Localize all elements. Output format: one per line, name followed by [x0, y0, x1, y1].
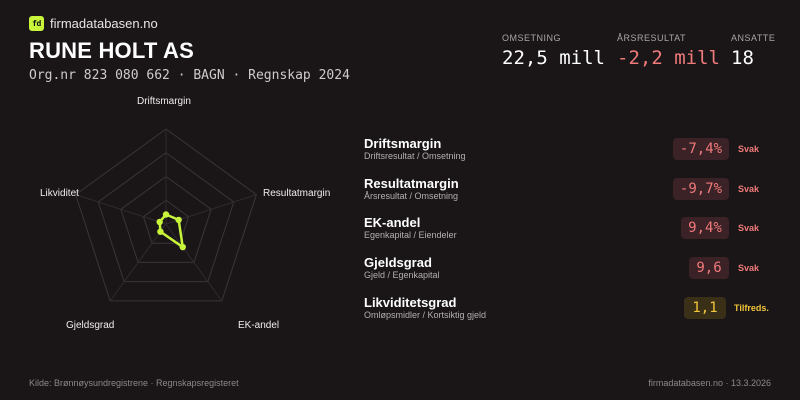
radar-label-resultatmargin: Resultatmargin [263, 188, 331, 199]
radar-grid-ring [97, 152, 235, 283]
radar-label-gjeldsgrad: Gjeldsgrad [66, 320, 115, 331]
metric-status: Svak [738, 263, 760, 273]
radar-points [156, 211, 186, 251]
footer-source: Kilde: Brønnøysundregistrene · Regnskaps… [29, 378, 239, 388]
metric-status: Svak [738, 144, 760, 154]
kpi-result-value: -2,2 mill [617, 47, 720, 69]
footer-site-date: firmadatabasen.no · 13.3.2026 [648, 378, 771, 388]
metric-status: Svak [738, 223, 760, 233]
kpi-revenue-value: 22,5 mill [502, 47, 605, 69]
metric-value-badge: 1,1 [684, 297, 726, 319]
metric-subtitle: Omløpsmidler / Kortsiktig gjeld [364, 310, 487, 320]
radar-axis-line [75, 194, 167, 225]
metric-value-badge: 9,6 [689, 257, 729, 279]
radar-label-ek-andel: EK-andel [238, 320, 280, 331]
kpi-revenue-label: OMSETNING [502, 33, 562, 43]
company-name: RUNE HOLT AS [29, 38, 194, 63]
radar-label-driftsmargin: Driftsmargin [137, 96, 191, 107]
kpi-result-label: ÅRSRESULTAT [617, 33, 687, 43]
kpi-employees-value: 18 [731, 47, 754, 69]
radar-axis-line [165, 223, 223, 302]
radar-axis-line [109, 223, 167, 302]
metric-subtitle: Gjeld / Egenkapital [364, 270, 440, 280]
radar-label-likviditet: Likviditet [40, 188, 79, 199]
metric-value-badge: -9,7% [673, 178, 729, 200]
metric-title: EK-andel [364, 215, 421, 230]
metric-title: Driftsmargin [364, 136, 442, 151]
metric-title: Likviditetsgrad [364, 295, 457, 310]
site-logo[interactable]: fd [29, 16, 44, 31]
metric-title: Resultatmargin [364, 176, 459, 191]
kpi-employees-label: ANSATTE [731, 33, 776, 43]
radar-grid-ring [120, 175, 212, 263]
metric-status: Svak [738, 184, 760, 194]
radar-point [162, 211, 170, 218]
site-name[interactable]: firmadatabasen.no [50, 16, 158, 31]
radar-grid [75, 128, 257, 302]
radar-grid-ring [142, 199, 190, 244]
metric-title: Gjeldsgrad [364, 255, 432, 270]
metric-status: Tilfreds. [734, 303, 769, 313]
radar-point [157, 228, 164, 235]
radar-point [175, 216, 182, 224]
radar-grid-ring [75, 128, 257, 302]
radar-point [156, 218, 163, 226]
radar-point [179, 243, 186, 251]
metric-subtitle: Egenkapital / Eiendeler [364, 230, 457, 240]
metric-subtitle: Årsresultat / Omsetning [364, 191, 459, 201]
metric-subtitle: Driftsresultat / Omsetning [364, 151, 466, 161]
metric-value-badge: 9,4% [681, 217, 729, 239]
company-subline: Org.nr 823 080 662 · BAGN · Regnskap 202… [29, 68, 350, 83]
radar-chart [75, 128, 257, 302]
metric-value-badge: -7,4% [673, 138, 729, 160]
